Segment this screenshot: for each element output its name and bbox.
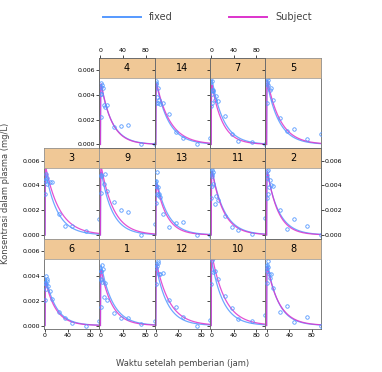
- Bar: [210, 58, 265, 78]
- Text: 7: 7: [235, 62, 241, 73]
- Bar: [99, 58, 155, 78]
- Text: 8: 8: [290, 244, 296, 254]
- Text: 11: 11: [231, 153, 244, 163]
- Text: fixed: fixed: [149, 12, 173, 22]
- Text: Waktu setelah pemberian (jam): Waktu setelah pemberian (jam): [116, 359, 249, 368]
- Bar: [265, 148, 321, 168]
- Text: 6: 6: [68, 244, 75, 254]
- Text: Konsentrasi dalam plasma (mg/L): Konsentrasi dalam plasma (mg/L): [1, 123, 10, 264]
- Text: 3: 3: [68, 153, 75, 163]
- Text: 1: 1: [124, 244, 130, 254]
- Text: 13: 13: [176, 153, 189, 163]
- Text: 12: 12: [176, 244, 189, 254]
- Text: 4: 4: [124, 62, 130, 73]
- Text: 10: 10: [231, 244, 244, 254]
- Bar: [155, 148, 210, 168]
- Bar: [265, 239, 321, 259]
- Text: Subject: Subject: [275, 12, 312, 22]
- Bar: [210, 148, 265, 168]
- Bar: [265, 58, 321, 78]
- Bar: [99, 148, 155, 168]
- Text: 14: 14: [176, 62, 189, 73]
- Bar: [99, 239, 155, 259]
- Bar: [44, 239, 99, 259]
- Bar: [210, 239, 265, 259]
- Bar: [155, 58, 210, 78]
- Text: 9: 9: [124, 153, 130, 163]
- Bar: [44, 148, 99, 168]
- Text: 2: 2: [290, 153, 296, 163]
- Bar: [155, 239, 210, 259]
- Text: 5: 5: [290, 62, 296, 73]
